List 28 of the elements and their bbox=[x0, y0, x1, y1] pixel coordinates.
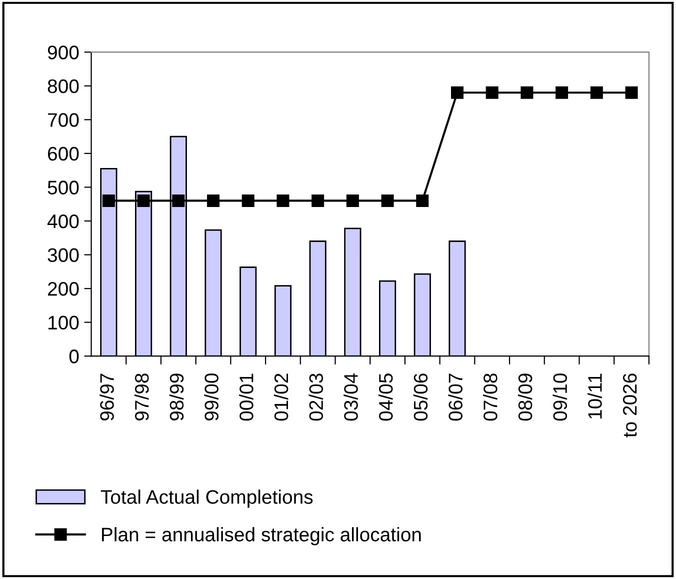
x-tick-label: 10/11 bbox=[588, 374, 602, 418]
x-tick-label: 01/02 bbox=[274, 374, 288, 421]
y-tick-label: 0 bbox=[69, 350, 79, 364]
y-tick-label: 200 bbox=[48, 282, 79, 296]
x-tick-label: 03/04 bbox=[344, 373, 358, 421]
y-tick-label: 800 bbox=[48, 79, 79, 94]
x-tick-label: 02/03 bbox=[308, 374, 324, 421]
legend-label: Plan = annualised strategic allocation bbox=[102, 527, 421, 546]
y-tick-label: 700 bbox=[48, 113, 79, 127]
x-tick-label: 97/98 bbox=[134, 374, 149, 420]
y-tick-label: 100 bbox=[48, 316, 79, 330]
y-tick-label: 400 bbox=[47, 214, 79, 228]
x-tick-label: 00/01 bbox=[239, 374, 254, 421]
x-tick-label: to 2026 bbox=[622, 374, 637, 438]
y-tick-label: 600 bbox=[48, 146, 79, 161]
y-tick-label: 300 bbox=[48, 248, 79, 262]
x-tick-label: 07/08 bbox=[483, 374, 498, 421]
x-tick-label: 04/05 bbox=[378, 374, 393, 421]
x-tick-label: 08/09 bbox=[518, 374, 532, 421]
x-tick-label: 06/07 bbox=[448, 374, 462, 421]
x-tick-label: 96/97 bbox=[100, 374, 114, 420]
x-tick-label: 99/00 bbox=[204, 374, 218, 420]
x-tick-label: 09/10 bbox=[552, 374, 568, 421]
y-tick-label: 500 bbox=[48, 180, 79, 194]
x-tick-label: 05/06 bbox=[413, 374, 428, 421]
y-tick-label: 900 bbox=[48, 46, 79, 60]
legend-label: Total Actual Completions bbox=[100, 490, 313, 508]
x-tick-label: 98/99 bbox=[169, 374, 184, 420]
